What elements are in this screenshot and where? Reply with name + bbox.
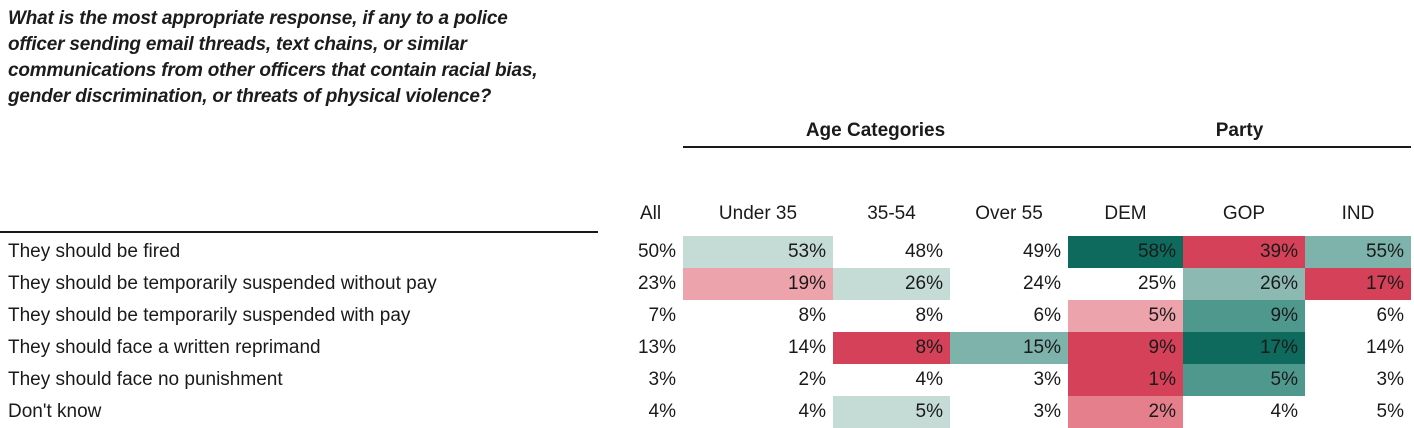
heatmap-cell: 8% (833, 332, 950, 364)
heatmap-cell: 3% (1376, 369, 1404, 390)
heatmap-cell: 49% (1022, 241, 1061, 262)
heatmap-cell: 3% (1033, 369, 1061, 390)
heatmap-cell: 5% (1183, 364, 1305, 396)
row-label-separator-line (0, 231, 598, 233)
heatmap-cell: 17% (1183, 332, 1305, 364)
heatmap-cell: 19% (683, 268, 833, 300)
heatmap-cell: 3% (648, 369, 676, 390)
row-label: They should be temporarily suspended wit… (8, 273, 437, 294)
heatmap-cell: 8% (915, 305, 943, 326)
heatmap-cell: 2% (1068, 396, 1183, 428)
heatmap-cell: 7% (648, 305, 676, 326)
group-header-party: Party (1215, 120, 1264, 141)
row-label: They should be fired (8, 241, 181, 262)
heatmap-cell: 48% (904, 241, 943, 262)
heatmap-cell: 26% (1183, 268, 1305, 300)
heatmap-cell: 50% (637, 241, 676, 262)
heatmap-cell: 26% (833, 268, 950, 300)
heatmap-cell: 6% (1376, 305, 1404, 326)
heatmap-cell: 4% (798, 401, 826, 422)
column-header-over-55: Over 55 (975, 203, 1043, 224)
heatmap-cell: 23% (637, 273, 676, 294)
heatmap-cell: 4% (648, 401, 676, 422)
heatmap-cell: 15% (950, 332, 1068, 364)
group-header-underline (683, 146, 1411, 148)
heatmap-cell: 8% (798, 305, 826, 326)
column-header-35-54: 35-54 (867, 203, 916, 224)
column-header-under-35: Under 35 (718, 203, 798, 224)
heatmap-cell: 55% (1305, 236, 1411, 268)
row-label: They should face a written reprimand (8, 337, 321, 358)
heatmap-cell: 4% (915, 369, 943, 390)
heatmap-cell: 5% (833, 396, 950, 428)
heatmap-cell: 58% (1068, 236, 1183, 268)
heatmap-cell: 53% (683, 236, 833, 268)
heatmap-cell: 13% (637, 337, 676, 358)
heatmap-cell: 9% (1183, 300, 1305, 332)
row-label: They should face no punishment (8, 369, 283, 390)
heatmap-cell: 14% (787, 337, 826, 358)
row-label: Don't know (8, 401, 102, 422)
heatmap-cell: 9% (1068, 332, 1183, 364)
heatmap-cell: 25% (1137, 273, 1176, 294)
column-header-all: All (639, 203, 662, 224)
heatmap-cell: 3% (1033, 401, 1061, 422)
column-header-gop: GOP (1222, 203, 1266, 224)
heatmap-cell: 14% (1365, 337, 1404, 358)
heatmap-cell: 17% (1305, 268, 1411, 300)
heatmap-cell: 5% (1376, 401, 1404, 422)
heatmap-cell: 1% (1068, 364, 1183, 396)
heatmap-cell: 4% (1270, 401, 1298, 422)
heatmap-cell: 39% (1183, 236, 1305, 268)
row-label: They should be temporarily suspended wit… (8, 305, 411, 326)
heatmap-cell: 2% (798, 369, 826, 390)
group-header-age-categories: Age Categories (805, 120, 946, 141)
heatmap-cell: 6% (1033, 305, 1061, 326)
heatmap-cell: 5% (1068, 300, 1183, 332)
survey-question-text: What is the most appropriate response, i… (8, 8, 538, 107)
column-header-dem: DEM (1104, 203, 1147, 224)
column-header-ind: IND (1341, 203, 1375, 224)
heatmap-cell: 24% (1022, 273, 1061, 294)
